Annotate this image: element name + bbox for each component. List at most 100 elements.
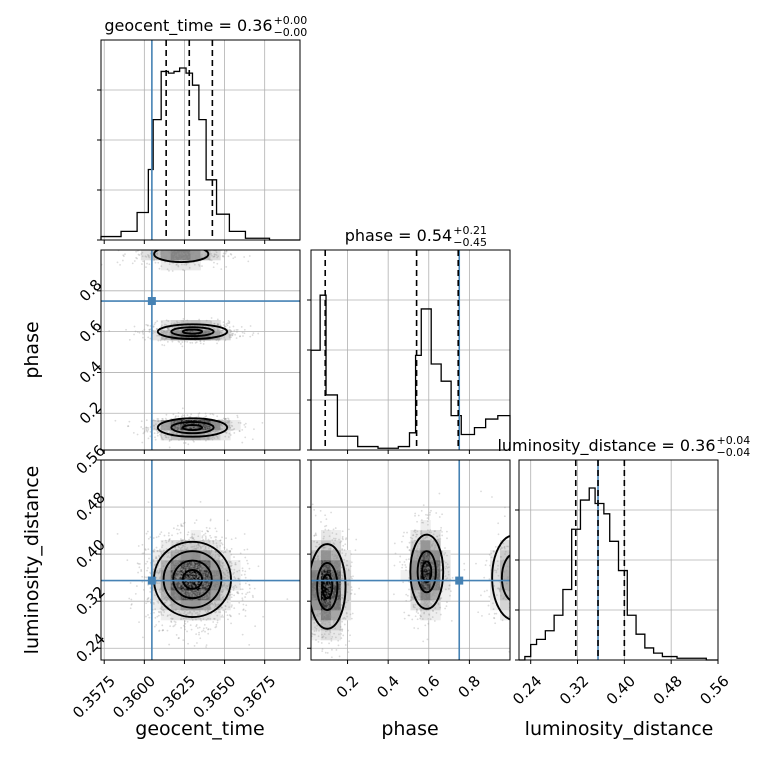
- sample-point: [204, 600, 207, 603]
- sample-point: [168, 446, 171, 449]
- sample-point: [181, 251, 184, 254]
- density-cell: [320, 530, 332, 541]
- sample-point: [162, 247, 164, 249]
- sample-point: [180, 575, 183, 578]
- sample-point: [196, 573, 199, 576]
- sample-point: [176, 599, 179, 602]
- density-cell: [210, 540, 221, 551]
- sample-point: [214, 626, 217, 629]
- density-cell: [490, 570, 501, 581]
- sample-point: [157, 600, 160, 603]
- sample-point: [168, 431, 171, 434]
- sample-point: [322, 559, 325, 562]
- sample-point: [172, 413, 175, 416]
- sample-point: [116, 261, 119, 264]
- sample-point: [348, 528, 350, 531]
- sample-point: [221, 425, 224, 428]
- sample-point: [190, 575, 193, 578]
- sample-point: [230, 424, 233, 427]
- sample-point: [198, 607, 201, 610]
- sample-point: [171, 564, 174, 567]
- sample-point: [323, 535, 325, 538]
- sample-point: [174, 595, 177, 598]
- sample-point: [185, 252, 188, 254]
- sample-point: [194, 602, 197, 605]
- sample-point: [189, 341, 192, 344]
- sample-point: [132, 431, 135, 434]
- sample-point: [160, 320, 163, 323]
- sample-point: [325, 567, 328, 570]
- sample-point: [213, 255, 216, 258]
- density-cell: [330, 600, 342, 611]
- sample-point: [214, 587, 217, 590]
- sample-point: [185, 575, 188, 577]
- sample-point: [358, 587, 360, 590]
- sample-point: [175, 415, 177, 418]
- sample-point: [145, 428, 148, 431]
- sample-point: [227, 418, 230, 421]
- sample-point: [198, 574, 200, 577]
- sample-point: [190, 582, 193, 585]
- sample-point: [221, 596, 224, 599]
- sample-point: [350, 586, 353, 589]
- sample-point: [201, 592, 203, 595]
- sample-point: [198, 588, 201, 591]
- sample-point: [180, 555, 183, 558]
- sample-point: [207, 593, 210, 596]
- sample-point: [174, 416, 177, 418]
- sample-point: [340, 603, 343, 606]
- sample-point: [339, 563, 342, 565]
- sample-point: [153, 427, 156, 430]
- sample-point: [207, 547, 210, 549]
- density-cell: [160, 320, 171, 331]
- sample-point: [171, 567, 174, 570]
- sample-point: [215, 422, 218, 425]
- sample-point: [156, 569, 159, 572]
- sample-point: [174, 549, 177, 552]
- sample-point: [344, 554, 347, 557]
- contour-line: [170, 326, 215, 338]
- sample-point: [237, 577, 240, 580]
- sample-point: [173, 594, 176, 597]
- sample-point: [205, 572, 208, 575]
- sample-point: [206, 596, 209, 599]
- sample-point: [180, 424, 183, 427]
- sample-point: [146, 569, 148, 572]
- sample-point: [216, 619, 219, 622]
- sample-point: [253, 428, 255, 431]
- sample-point: [160, 591, 162, 594]
- sample-point: [191, 562, 194, 565]
- sample-point: [212, 621, 215, 623]
- sample-point: [171, 431, 174, 433]
- sample-point: [191, 545, 194, 548]
- sample-point: [208, 247, 210, 249]
- sample-point: [180, 582, 183, 585]
- sample-point: [178, 556, 181, 559]
- sample-point: [223, 577, 226, 579]
- sample-point: [191, 595, 194, 597]
- sample-point: [318, 588, 321, 590]
- sample-point: [173, 624, 176, 627]
- sample-point: [190, 557, 193, 559]
- sample-point: [338, 605, 341, 607]
- sample-point: [174, 546, 177, 549]
- sample-point: [181, 336, 184, 339]
- sample-point: [308, 585, 310, 587]
- sample-point: [170, 250, 173, 253]
- sample-point: [161, 332, 164, 334]
- sample-point: [248, 255, 251, 257]
- sample-point: [223, 564, 225, 567]
- sample-point: [182, 252, 185, 255]
- sample-point: [172, 566, 174, 569]
- sample-point: [212, 577, 215, 580]
- sample-point: [324, 528, 327, 531]
- sample-point: [161, 544, 164, 547]
- sample-point: [192, 565, 195, 568]
- density-cell: [160, 590, 171, 601]
- sample-point: [180, 429, 183, 432]
- sample-point: [327, 610, 330, 613]
- sample-point: [339, 577, 342, 580]
- sample-point: [162, 419, 165, 422]
- sample-point: [165, 571, 168, 574]
- sample-point: [324, 581, 327, 583]
